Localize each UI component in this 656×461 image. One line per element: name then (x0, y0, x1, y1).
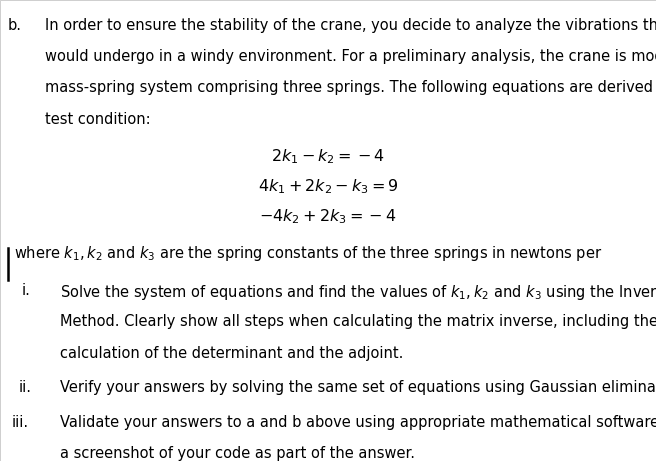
Text: iii.: iii. (12, 414, 29, 430)
Text: Validate your answers to a and b above using appropriate mathematical software. : Validate your answers to a and b above u… (60, 414, 656, 430)
Text: mass-spring system comprising three springs. The following equations are derived: mass-spring system comprising three spri… (45, 80, 656, 95)
Text: $4k_1 + 2k_2 - k_3 = 9$: $4k_1 + 2k_2 - k_3 = 9$ (258, 177, 398, 196)
Text: calculation of the determinant and the adjoint.: calculation of the determinant and the a… (60, 346, 403, 361)
Text: would undergo in a windy environment. For a preliminary analysis, the crane is m: would undergo in a windy environment. Fo… (45, 49, 656, 64)
Text: Verify your answers by solving the same set of equations using Gaussian eliminat: Verify your answers by solving the same … (60, 380, 656, 395)
Text: where $k_1, k_2$ and $k_3$ are the spring constants of the three springs in newt: where $k_1, k_2$ and $k_3$ are the sprin… (14, 244, 603, 263)
Text: a screenshot of your code as part of the answer.: a screenshot of your code as part of the… (60, 446, 415, 461)
Text: $2k_1 - k_2 = -4$: $2k_1 - k_2 = -4$ (271, 148, 385, 166)
Text: i.: i. (22, 283, 31, 298)
Text: test condition:: test condition: (45, 112, 150, 127)
Text: In order to ensure the stability of the crane, you decide to analyze the vibrati: In order to ensure the stability of the … (45, 18, 656, 33)
Text: $-4k_2 + 2k_3 = -4$: $-4k_2 + 2k_3 = -4$ (259, 207, 397, 226)
Text: ii.: ii. (18, 380, 31, 395)
Text: Solve the system of equations and find the values of $k_1, k_2$ and $k_3$ using : Solve the system of equations and find t… (60, 283, 656, 302)
Text: Method. Clearly show all steps when calculating the matrix inverse, including th: Method. Clearly show all steps when calc… (60, 314, 656, 329)
Text: b.: b. (8, 18, 22, 33)
